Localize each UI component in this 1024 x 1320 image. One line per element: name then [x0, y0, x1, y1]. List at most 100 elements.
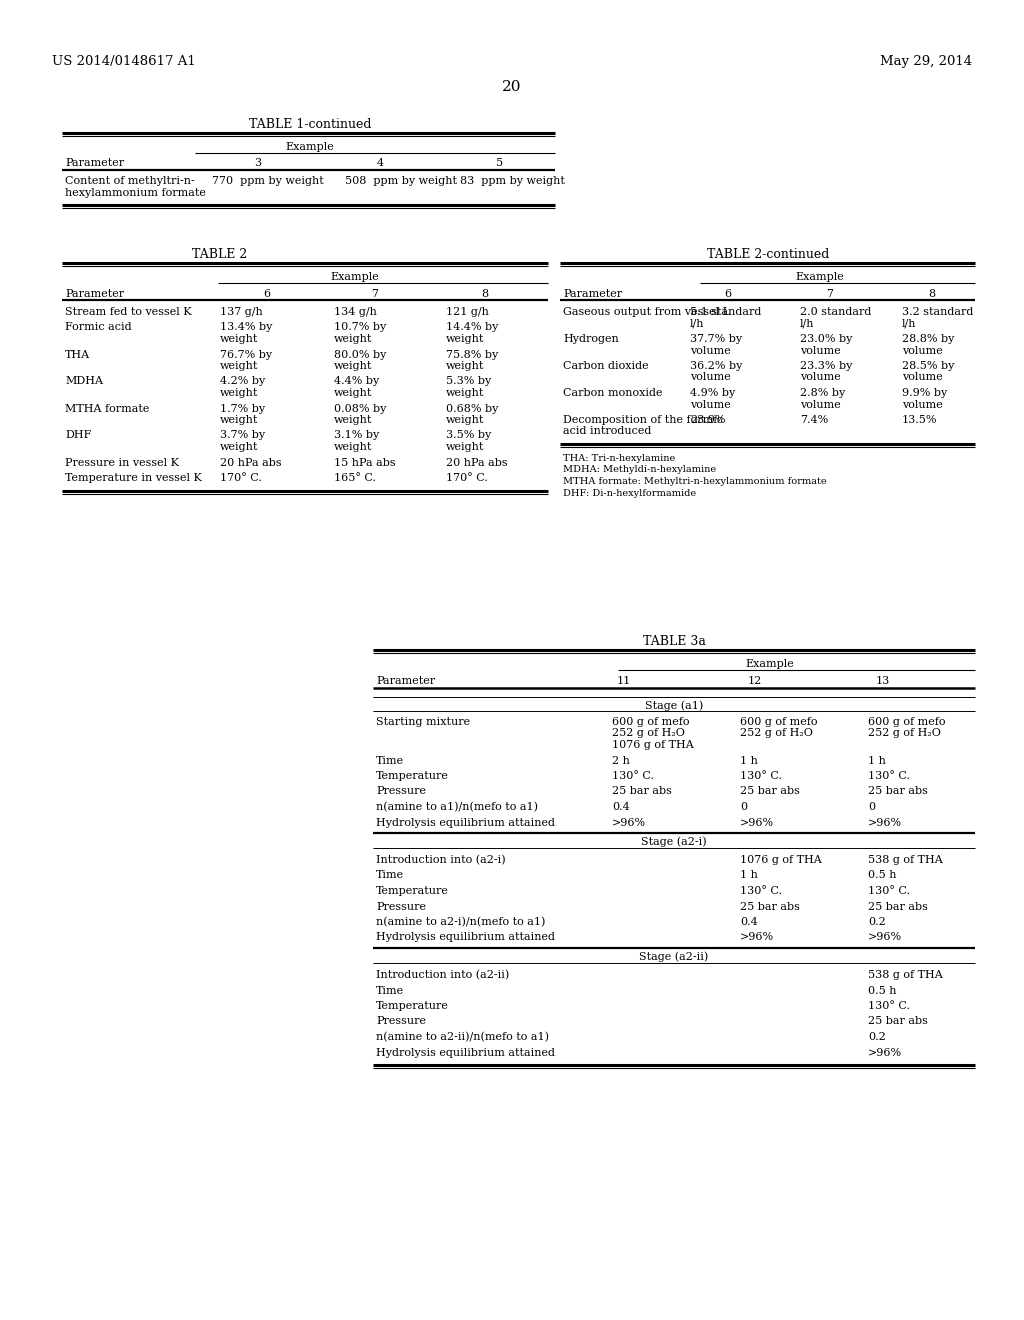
Text: 5.1 standard: 5.1 standard — [690, 308, 762, 317]
Text: 130° C.: 130° C. — [868, 886, 910, 896]
Text: 76.7% by: 76.7% by — [220, 350, 272, 359]
Text: 600 g of mefo: 600 g of mefo — [612, 717, 689, 727]
Text: Stream fed to vessel K: Stream fed to vessel K — [65, 308, 191, 317]
Text: 1 h: 1 h — [740, 755, 758, 766]
Text: volume: volume — [800, 400, 841, 409]
Text: n(amine to a2-i)/n(mefo to a1): n(amine to a2-i)/n(mefo to a1) — [376, 917, 546, 928]
Text: US 2014/0148617 A1: US 2014/0148617 A1 — [52, 55, 196, 69]
Text: 134 g/h: 134 g/h — [334, 308, 377, 317]
Text: 538 g of THA: 538 g of THA — [868, 970, 943, 979]
Text: 2 h: 2 h — [612, 755, 630, 766]
Text: Hydrolysis equilibrium attained: Hydrolysis equilibrium attained — [376, 932, 555, 942]
Text: weight: weight — [446, 388, 484, 399]
Text: 25 bar abs: 25 bar abs — [868, 902, 928, 912]
Text: weight: weight — [446, 334, 484, 345]
Text: weight: weight — [334, 334, 373, 345]
Text: weight: weight — [334, 414, 373, 425]
Text: acid introduced: acid introduced — [563, 426, 651, 437]
Text: 1 h: 1 h — [868, 755, 886, 766]
Text: 8: 8 — [481, 289, 488, 300]
Text: Decomposition of the formic: Decomposition of the formic — [563, 414, 723, 425]
Text: MTHA formate: MTHA formate — [65, 404, 150, 413]
Text: DHF: Di-n-hexylformamide: DHF: Di-n-hexylformamide — [563, 488, 696, 498]
Text: 0.5 h: 0.5 h — [868, 986, 896, 995]
Text: 0: 0 — [868, 803, 876, 812]
Text: 83  ppm by weight: 83 ppm by weight — [460, 176, 565, 186]
Text: 7.4%: 7.4% — [800, 414, 828, 425]
Text: 25 bar abs: 25 bar abs — [740, 902, 800, 912]
Text: Parameter: Parameter — [376, 676, 435, 686]
Text: Temperature: Temperature — [376, 886, 449, 896]
Text: 20: 20 — [502, 81, 522, 94]
Text: 165° C.: 165° C. — [334, 473, 376, 483]
Text: 3.7% by: 3.7% by — [220, 430, 265, 441]
Text: volume: volume — [690, 400, 731, 409]
Text: Stage (a2-ii): Stage (a2-ii) — [639, 950, 709, 961]
Text: 8: 8 — [929, 289, 936, 300]
Text: Hydrolysis equilibrium attained: Hydrolysis equilibrium attained — [376, 1048, 555, 1057]
Text: Example: Example — [286, 143, 335, 152]
Text: Stage (a2-i): Stage (a2-i) — [641, 836, 707, 846]
Text: Stage (a1): Stage (a1) — [645, 700, 703, 710]
Text: 4.9% by: 4.9% by — [690, 388, 735, 399]
Text: Time: Time — [376, 986, 404, 995]
Text: 9.9% by: 9.9% by — [902, 388, 947, 399]
Text: 0.4: 0.4 — [612, 803, 630, 812]
Text: 0.4: 0.4 — [740, 917, 758, 927]
Text: 25 bar abs: 25 bar abs — [740, 787, 800, 796]
Text: weight: weight — [220, 388, 258, 399]
Text: Temperature: Temperature — [376, 1001, 449, 1011]
Text: 508  ppm by weight: 508 ppm by weight — [345, 176, 457, 186]
Text: 25 bar abs: 25 bar abs — [868, 1016, 928, 1027]
Text: Parameter: Parameter — [65, 158, 124, 168]
Text: 11: 11 — [617, 676, 631, 686]
Text: 13: 13 — [876, 676, 890, 686]
Text: weight: weight — [334, 388, 373, 399]
Text: 7: 7 — [372, 289, 379, 300]
Text: MDHA: Methyldi-n-hexylamine: MDHA: Methyldi-n-hexylamine — [563, 466, 716, 474]
Text: 13.4% by: 13.4% by — [220, 322, 272, 333]
Text: Example: Example — [745, 659, 795, 669]
Text: volume: volume — [800, 372, 841, 383]
Text: volume: volume — [902, 400, 943, 409]
Text: >96%: >96% — [868, 817, 902, 828]
Text: Pressure: Pressure — [376, 787, 426, 796]
Text: 130° C.: 130° C. — [740, 886, 782, 896]
Text: volume: volume — [800, 346, 841, 355]
Text: >96%: >96% — [612, 817, 646, 828]
Text: 5: 5 — [497, 158, 504, 168]
Text: volume: volume — [902, 346, 943, 355]
Text: 23.9%: 23.9% — [690, 414, 725, 425]
Text: May 29, 2014: May 29, 2014 — [880, 55, 972, 69]
Text: 1076 g of THA: 1076 g of THA — [740, 855, 821, 865]
Text: 36.2% by: 36.2% by — [690, 360, 742, 371]
Text: 25 bar abs: 25 bar abs — [612, 787, 672, 796]
Text: 3.2 standard: 3.2 standard — [902, 308, 974, 317]
Text: Time: Time — [376, 870, 404, 880]
Text: 23.0% by: 23.0% by — [800, 334, 852, 345]
Text: Starting mixture: Starting mixture — [376, 717, 470, 727]
Text: Example: Example — [796, 272, 845, 282]
Text: Parameter: Parameter — [563, 289, 623, 300]
Text: TABLE 2-continued: TABLE 2-continued — [707, 248, 829, 261]
Text: 6: 6 — [263, 289, 270, 300]
Text: 4.2% by: 4.2% by — [220, 376, 265, 387]
Text: volume: volume — [690, 372, 731, 383]
Text: 1076 g of THA: 1076 g of THA — [612, 741, 693, 750]
Text: 770  ppm by weight: 770 ppm by weight — [212, 176, 324, 186]
Text: Parameter: Parameter — [65, 289, 124, 300]
Text: 130° C.: 130° C. — [612, 771, 654, 781]
Text: 538 g of THA: 538 g of THA — [868, 855, 943, 865]
Text: Gaseous output from vessel L: Gaseous output from vessel L — [563, 308, 730, 317]
Text: TABLE 3a: TABLE 3a — [643, 635, 706, 648]
Text: 0.5 h: 0.5 h — [868, 870, 896, 880]
Text: MDHA: MDHA — [65, 376, 103, 387]
Text: 3.1% by: 3.1% by — [334, 430, 379, 441]
Text: Example: Example — [331, 272, 379, 282]
Text: 170° C.: 170° C. — [220, 473, 262, 483]
Text: Temperature: Temperature — [376, 771, 449, 781]
Text: 0.2: 0.2 — [868, 917, 886, 927]
Text: l/h: l/h — [690, 318, 705, 329]
Text: 0.2: 0.2 — [868, 1032, 886, 1041]
Text: weight: weight — [220, 414, 258, 425]
